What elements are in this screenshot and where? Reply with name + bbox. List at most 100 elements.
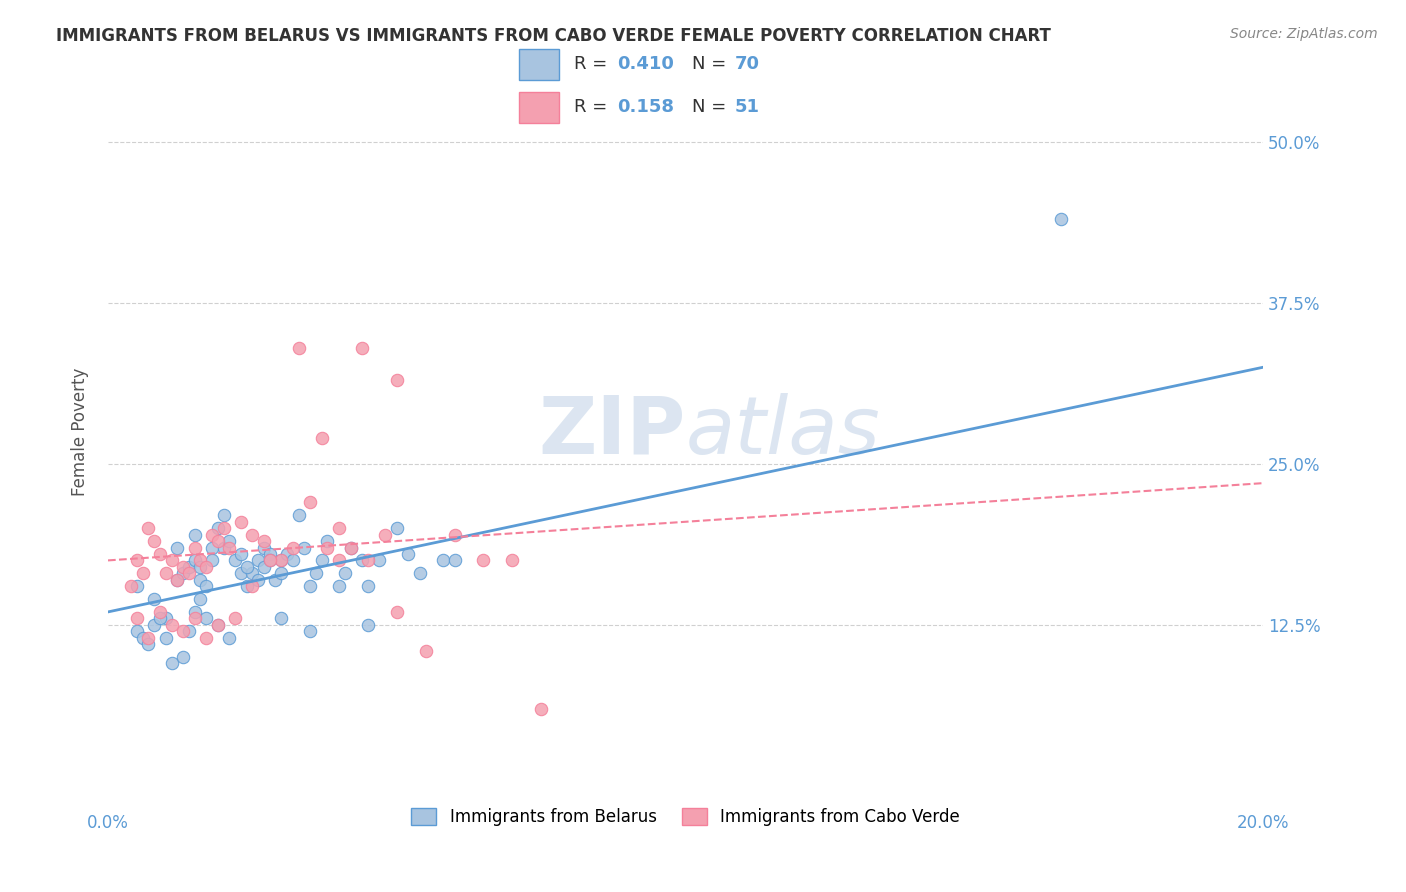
Point <box>125 624 148 639</box>
Text: 51: 51 <box>735 98 761 117</box>
Legend: Immigrants from Belarus, Immigrants from Cabo Verde: Immigrants from Belarus, Immigrants from… <box>404 799 969 834</box>
Point <box>432 553 454 567</box>
Point <box>276 547 298 561</box>
Point <box>138 521 160 535</box>
Text: R =: R = <box>574 55 613 73</box>
Point <box>281 541 304 555</box>
Point <box>183 605 205 619</box>
Point <box>357 579 380 593</box>
Point <box>229 547 252 561</box>
Point <box>212 541 235 555</box>
Point <box>328 579 350 593</box>
Point <box>143 534 166 549</box>
FancyBboxPatch shape <box>519 92 558 123</box>
Point <box>472 553 495 567</box>
Point <box>190 559 212 574</box>
Point <box>201 541 224 555</box>
Point <box>385 521 408 535</box>
Point <box>229 566 252 581</box>
Point <box>311 431 333 445</box>
Text: IMMIGRANTS FROM BELARUS VS IMMIGRANTS FROM CABO VERDE FEMALE POVERTY CORRELATION: IMMIGRANTS FROM BELARUS VS IMMIGRANTS FR… <box>56 27 1052 45</box>
Point <box>253 559 276 574</box>
Text: N =: N = <box>692 98 731 117</box>
Point <box>253 541 276 555</box>
Point <box>443 527 465 541</box>
Point <box>201 553 224 567</box>
Point <box>183 611 205 625</box>
Point <box>143 617 166 632</box>
Point <box>270 566 292 581</box>
Point <box>396 547 419 561</box>
Point <box>195 611 218 625</box>
Point <box>311 553 333 567</box>
Point <box>207 617 229 632</box>
Point <box>149 547 172 561</box>
Point <box>316 541 339 555</box>
Point <box>292 541 315 555</box>
Point <box>218 541 240 555</box>
Point <box>201 527 224 541</box>
Point <box>229 515 252 529</box>
Point <box>138 631 160 645</box>
Point <box>166 573 188 587</box>
Point <box>242 566 264 581</box>
Y-axis label: Female Poverty: Female Poverty <box>72 368 89 496</box>
Point <box>270 553 292 567</box>
Point <box>155 631 177 645</box>
Point <box>501 553 523 567</box>
Text: N =: N = <box>692 55 731 73</box>
Point <box>172 650 194 665</box>
Point <box>352 341 374 355</box>
Point <box>190 573 212 587</box>
Point <box>212 508 235 523</box>
Point <box>305 566 328 581</box>
Point <box>409 566 432 581</box>
Point <box>207 534 229 549</box>
Point <box>172 624 194 639</box>
Point <box>299 579 322 593</box>
Point <box>333 566 356 581</box>
Point <box>242 527 264 541</box>
Point <box>415 643 437 657</box>
Point <box>443 553 465 567</box>
Point <box>299 495 322 509</box>
Text: ZIP: ZIP <box>538 392 686 471</box>
Point <box>166 573 188 587</box>
Point <box>247 553 270 567</box>
Point <box>339 541 361 555</box>
Point <box>183 527 205 541</box>
Point <box>149 605 172 619</box>
Point <box>125 553 148 567</box>
Point <box>328 521 350 535</box>
Point <box>125 579 148 593</box>
Point <box>183 541 205 555</box>
Point <box>212 521 235 535</box>
Point <box>155 566 177 581</box>
Point <box>149 611 172 625</box>
Point <box>253 534 276 549</box>
Point <box>259 553 281 567</box>
Point <box>177 624 200 639</box>
Point <box>207 521 229 535</box>
Point <box>177 566 200 581</box>
Point <box>259 553 281 567</box>
Text: R =: R = <box>574 98 613 117</box>
Text: Source: ZipAtlas.com: Source: ZipAtlas.com <box>1230 27 1378 41</box>
Point <box>352 553 374 567</box>
Point <box>287 508 309 523</box>
Point <box>357 617 380 632</box>
Point <box>235 579 257 593</box>
Point <box>195 559 218 574</box>
Point <box>224 553 246 567</box>
Point <box>259 547 281 561</box>
Point <box>166 541 188 555</box>
Point <box>287 341 309 355</box>
Point <box>218 534 240 549</box>
Point <box>195 631 218 645</box>
Point <box>368 553 391 567</box>
Point <box>264 573 287 587</box>
Point <box>160 657 183 671</box>
Point <box>120 579 142 593</box>
Point <box>357 553 380 567</box>
Point <box>190 553 212 567</box>
